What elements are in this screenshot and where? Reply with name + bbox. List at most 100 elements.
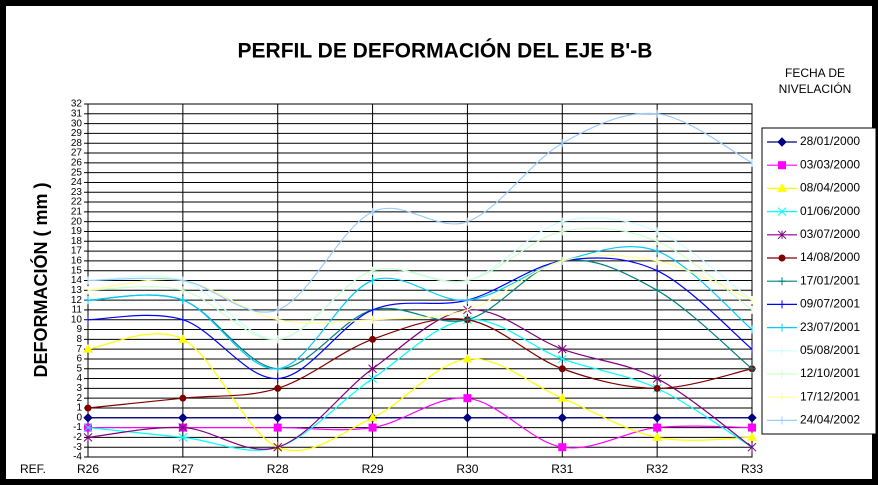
point bbox=[558, 365, 566, 373]
point bbox=[557, 354, 567, 364]
series-line bbox=[87, 319, 753, 451]
y-tick-label: 11 bbox=[72, 305, 83, 316]
point bbox=[178, 413, 188, 423]
point bbox=[462, 353, 473, 363]
legend-label: 05/08/2001 bbox=[800, 343, 860, 357]
legend-label: 17/01/2001 bbox=[800, 273, 860, 287]
y-tick-label: 1 bbox=[76, 403, 82, 414]
point bbox=[748, 423, 756, 432]
point bbox=[273, 423, 282, 432]
legend-label: 09/07/2001 bbox=[800, 297, 860, 311]
x-tick-label: R31 bbox=[551, 462, 573, 476]
y-tick-label: 19 bbox=[71, 226, 83, 237]
legend-marker bbox=[777, 137, 787, 147]
y-tick-label: 8 bbox=[76, 334, 82, 345]
point bbox=[463, 394, 472, 403]
legend-label: 23/07/2001 bbox=[800, 320, 860, 334]
point bbox=[273, 442, 283, 452]
y-tick-label: 12 bbox=[71, 295, 83, 306]
point bbox=[462, 413, 473, 423]
point bbox=[652, 374, 662, 383]
point bbox=[83, 413, 93, 423]
point bbox=[557, 413, 567, 423]
point bbox=[653, 423, 662, 432]
y-tick-label: 26 bbox=[71, 157, 83, 168]
series-line bbox=[88, 397, 753, 449]
y-tick-label: 22 bbox=[71, 197, 83, 208]
y-tick-label: 30 bbox=[71, 118, 83, 129]
legend-title: FECHA DE bbox=[785, 66, 845, 80]
point bbox=[84, 404, 92, 412]
y-tick-label: 14 bbox=[71, 275, 83, 286]
point bbox=[463, 315, 472, 324]
legend-label: 14/08/2000 bbox=[800, 250, 860, 264]
point bbox=[653, 286, 662, 295]
legend-label: 03/03/2000 bbox=[800, 157, 860, 171]
y-tick-label: 29 bbox=[71, 128, 83, 139]
point bbox=[747, 442, 757, 452]
y-axis-label: DEFORMACIÓN ( mm ) bbox=[30, 183, 51, 378]
y-tick-label: 15 bbox=[71, 265, 83, 276]
y-tick-label: -1 bbox=[73, 422, 82, 433]
point bbox=[368, 364, 377, 374]
x-axis-label: REF. bbox=[20, 462, 46, 476]
legend-marker bbox=[778, 254, 786, 262]
x-tick-label: R33 bbox=[741, 462, 763, 476]
y-tick-label: 31 bbox=[71, 108, 83, 119]
x-tick-label: R29 bbox=[362, 462, 384, 476]
point bbox=[368, 423, 377, 432]
point bbox=[368, 374, 377, 383]
legend-label: 28/01/2000 bbox=[800, 134, 860, 148]
y-tick-label: 7 bbox=[76, 344, 82, 355]
legend-label: 17/12/2001 bbox=[800, 389, 860, 403]
y-tick-label: 5 bbox=[76, 363, 82, 374]
point bbox=[652, 413, 662, 423]
y-tick-label: 4 bbox=[76, 373, 82, 384]
series-line bbox=[87, 318, 753, 409]
y-tick-label: 10 bbox=[71, 314, 83, 325]
y-tick-label: 21 bbox=[71, 207, 83, 218]
y-tick-label: 32 bbox=[71, 99, 83, 110]
legend-marker bbox=[777, 207, 787, 216]
y-tick-label: 17 bbox=[71, 246, 83, 257]
point bbox=[748, 364, 756, 373]
point bbox=[83, 344, 93, 353]
legend-label: 24/04/2002 bbox=[800, 413, 860, 427]
x-tick-label: R32 bbox=[646, 462, 668, 476]
point bbox=[747, 413, 757, 423]
legend-marker bbox=[777, 183, 787, 192]
series-line bbox=[87, 227, 753, 340]
series-line bbox=[87, 257, 753, 380]
point bbox=[557, 393, 568, 402]
point bbox=[178, 433, 188, 442]
series-line bbox=[87, 309, 753, 450]
y-tick-label: 9 bbox=[76, 324, 82, 335]
point bbox=[369, 335, 377, 343]
y-tick-label: 16 bbox=[71, 256, 83, 267]
y-tick-label: 13 bbox=[71, 285, 83, 296]
point bbox=[653, 384, 661, 392]
y-tick-label: -3 bbox=[73, 442, 82, 453]
y-tick-label: 24 bbox=[71, 177, 83, 188]
x-tick-label: R30 bbox=[456, 462, 478, 476]
legend-label: 03/07/2000 bbox=[800, 227, 860, 241]
point bbox=[177, 334, 188, 343]
y-tick-label: -2 bbox=[73, 432, 82, 443]
y-tick-label: -4 bbox=[73, 452, 82, 463]
point bbox=[179, 394, 187, 402]
x-tick-label: R28 bbox=[267, 462, 289, 476]
y-tick-label: 28 bbox=[71, 138, 83, 149]
legend-label: 12/10/2001 bbox=[800, 366, 860, 380]
legend-title: NIVELACIÓN bbox=[779, 81, 852, 96]
legend-marker bbox=[778, 277, 786, 286]
legend-label: 01/06/2000 bbox=[800, 204, 860, 218]
series-line bbox=[87, 112, 753, 313]
point bbox=[273, 413, 283, 423]
series-line bbox=[87, 333, 753, 452]
point bbox=[652, 432, 663, 441]
legend-marker bbox=[778, 161, 786, 170]
series-line bbox=[87, 245, 753, 370]
point bbox=[274, 384, 282, 392]
y-tick-label: 2 bbox=[76, 393, 82, 404]
